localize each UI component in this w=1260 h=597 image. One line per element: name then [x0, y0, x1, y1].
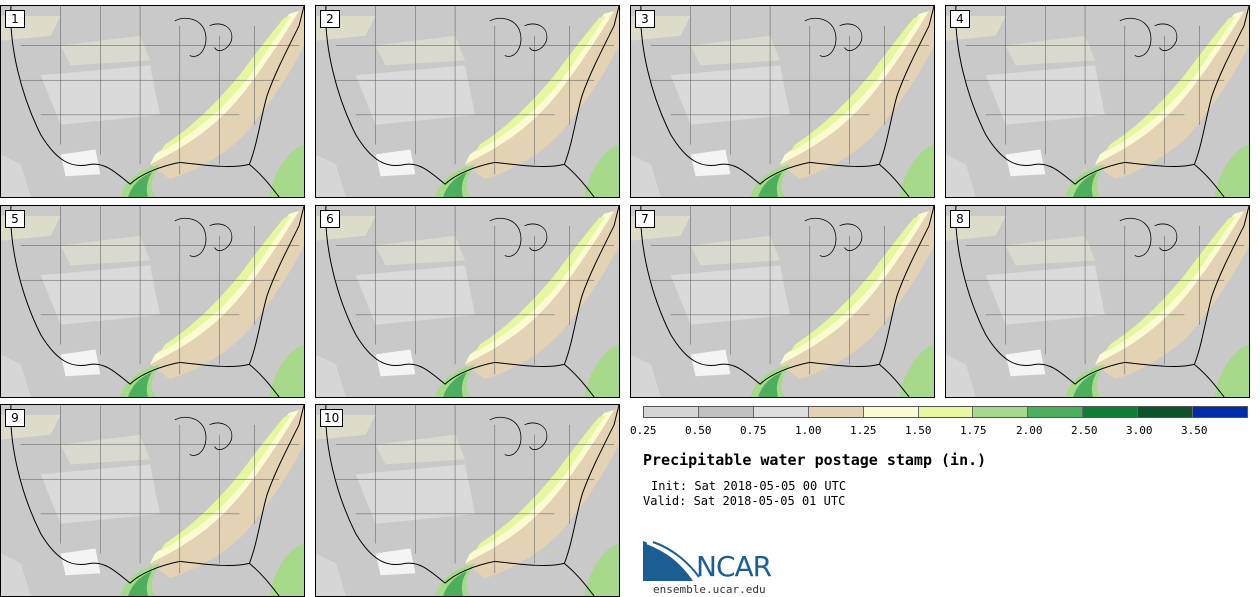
member-number: 9 — [5, 409, 25, 427]
colorbar-tick-label: 2.50 — [1071, 424, 1098, 437]
colorbar-swatch — [698, 407, 754, 417]
colorbar-swatch — [973, 407, 1029, 417]
postage-stamp-map: 5 — [0, 205, 305, 398]
member-number: 10 — [320, 409, 344, 427]
website-url: ensemble.ucar.edu — [653, 583, 766, 596]
colorbar-tick-label: 1.25 — [850, 424, 877, 437]
colorbar — [643, 406, 1248, 418]
postage-stamp-map: 3 — [630, 5, 935, 198]
ncar-logo-text: NCAR — [696, 550, 772, 583]
colorbar-swatch — [863, 407, 919, 417]
colorbar-swatch — [644, 407, 699, 417]
colorbar-swatch — [1193, 407, 1247, 417]
valid-time: Valid: Sat 2018-05-05 01 UTC — [643, 494, 846, 508]
postage-stamp-map: 8 — [945, 205, 1250, 398]
colorbar-tick-label: 0.75 — [740, 424, 767, 437]
colorbar-swatch — [1083, 407, 1139, 417]
colorbar-swatch — [1028, 407, 1084, 417]
member-number: 7 — [635, 210, 655, 228]
member-number: 5 — [5, 210, 25, 228]
member-number: 2 — [320, 10, 340, 28]
init-time: Init: Sat 2018-05-05 00 UTC — [651, 479, 847, 493]
member-number: 6 — [320, 210, 340, 228]
colorbar-tick-label: 1.00 — [795, 424, 822, 437]
colorbar-tick-label: 1.75 — [960, 424, 987, 437]
colorbar-tick-label: 0.25 — [630, 424, 657, 437]
colorbar-tick-label: 1.50 — [905, 424, 932, 437]
colorbar-ticks: 0.25 0.50 0.75 1.00 1.25 1.50 1.75 2.00 2.50 3.00… — [630, 424, 1260, 438]
postage-stamp-map: 1 — [0, 5, 305, 198]
colorbar-swatch — [1138, 407, 1194, 417]
colorbar-swatch — [753, 407, 809, 417]
colorbar-swatch — [808, 407, 864, 417]
member-number: 8 — [950, 210, 970, 228]
colorbar-tick-label: 2.00 — [1016, 424, 1043, 437]
chart-title: Precipitable water postage stamp (in.) — [643, 451, 987, 469]
postage-stamp-map: 6 — [315, 205, 620, 398]
colorbar-tick-label: 0.50 — [685, 424, 712, 437]
postage-stamp-map: 9 — [0, 404, 305, 597]
postage-stamp-map: 2 — [315, 5, 620, 198]
postage-stamp-map: 7 — [630, 205, 935, 398]
colorbar-tick-label: 3.00 — [1126, 424, 1153, 437]
postage-stamp-map: 4 — [945, 5, 1250, 198]
member-number: 1 — [5, 10, 25, 28]
member-number: 3 — [635, 10, 655, 28]
colorbar-tick-label: 3.50 — [1181, 424, 1208, 437]
member-number: 4 — [950, 10, 970, 28]
ncar-logo-icon — [643, 541, 700, 581]
colorbar-swatch — [918, 407, 974, 417]
postage-stamp-map: 10 — [315, 404, 620, 597]
